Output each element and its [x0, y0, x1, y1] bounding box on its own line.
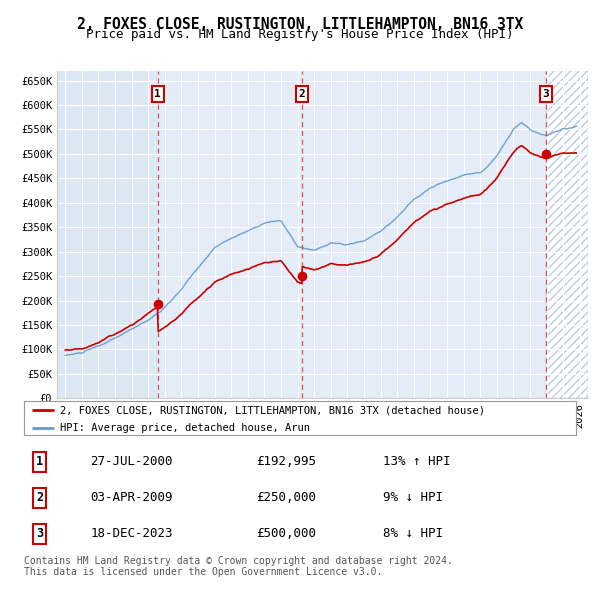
Text: 18-DEC-2023: 18-DEC-2023 [90, 527, 173, 540]
Text: 9% ↓ HPI: 9% ↓ HPI [383, 491, 443, 504]
Text: 1: 1 [154, 89, 161, 99]
Text: 3: 3 [36, 527, 43, 540]
Text: HPI: Average price, detached house, Arun: HPI: Average price, detached house, Arun [60, 423, 310, 433]
Text: 1: 1 [36, 455, 43, 468]
Text: 27-JUL-2000: 27-JUL-2000 [90, 455, 173, 468]
Text: 2: 2 [36, 491, 43, 504]
Text: 2, FOXES CLOSE, RUSTINGTON, LITTLEHAMPTON, BN16 3TX: 2, FOXES CLOSE, RUSTINGTON, LITTLEHAMPTO… [77, 17, 523, 31]
Text: Contains HM Land Registry data © Crown copyright and database right 2024.
This d: Contains HM Land Registry data © Crown c… [24, 556, 453, 578]
Text: 2: 2 [298, 89, 305, 99]
Text: Price paid vs. HM Land Registry's House Price Index (HPI): Price paid vs. HM Land Registry's House … [86, 28, 514, 41]
Text: £500,000: £500,000 [256, 527, 316, 540]
Text: 2, FOXES CLOSE, RUSTINGTON, LITTLEHAMPTON, BN16 3TX (detached house): 2, FOXES CLOSE, RUSTINGTON, LITTLEHAMPTO… [60, 405, 485, 415]
Text: 8% ↓ HPI: 8% ↓ HPI [383, 527, 443, 540]
Bar [546, 71, 588, 398]
Text: £250,000: £250,000 [256, 491, 316, 504]
Text: £192,995: £192,995 [256, 455, 316, 468]
Text: 3: 3 [542, 89, 549, 99]
Text: 03-APR-2009: 03-APR-2009 [90, 491, 173, 504]
Bar [158, 71, 546, 398]
Text: 13% ↑ HPI: 13% ↑ HPI [383, 455, 450, 468]
